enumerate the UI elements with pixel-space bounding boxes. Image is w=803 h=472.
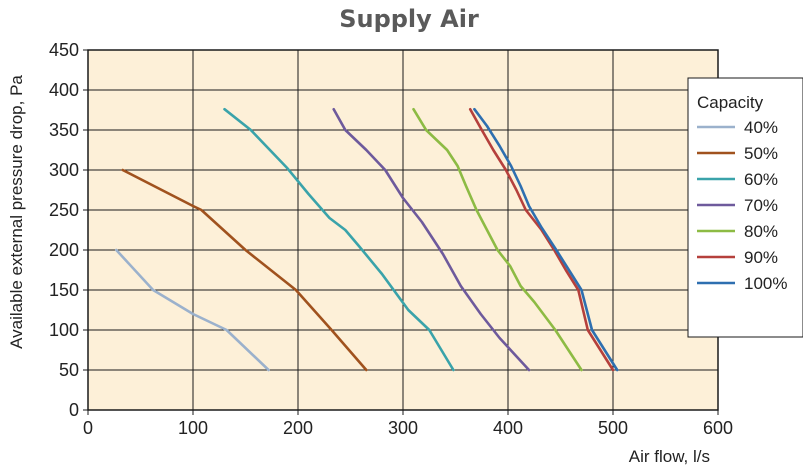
- y-tick-label: 0: [69, 400, 79, 420]
- x-tick-label: 500: [598, 418, 628, 438]
- y-tick-label: 350: [49, 120, 79, 140]
- y-tick-label: 250: [49, 200, 79, 220]
- legend-entry: 100%: [744, 274, 787, 293]
- series-lines: [115, 107, 619, 372]
- y-axis-label: Available external pressure drop, Pa: [7, 75, 26, 349]
- x-tick-label: 600: [703, 418, 733, 438]
- y-tick-label: 100: [49, 320, 79, 340]
- grid-lines: [88, 50, 718, 410]
- series-line-60-pct: [223, 107, 455, 372]
- series-line-50-pct: [121, 168, 368, 372]
- series-line-90-pct: [468, 107, 615, 372]
- legend-entry: 60%: [744, 170, 778, 189]
- series-line-70-pct: [332, 107, 531, 372]
- y-tick-label: 150: [49, 280, 79, 300]
- x-tick-label: 100: [178, 418, 208, 438]
- legend: Capacity 40% 50% 60% 70% 80% 90% 100%: [687, 77, 803, 338]
- y-tick-label: 450: [49, 40, 79, 60]
- series-line-100-pct: [473, 107, 619, 372]
- x-tick-label: 300: [388, 418, 418, 438]
- legend-entry: 90%: [744, 248, 778, 267]
- y-tick-label: 200: [49, 240, 79, 260]
- x-tick-label: 200: [283, 418, 313, 438]
- legend-box: [687, 77, 803, 338]
- chart-title: Supply Air: [339, 5, 479, 33]
- x-tick-label: 0: [83, 418, 93, 438]
- legend-title: Capacity: [697, 93, 764, 112]
- x-axis-label: Air flow, l/s: [629, 447, 710, 466]
- x-tick-label: 400: [493, 418, 523, 438]
- series-line-40-pct: [115, 248, 270, 372]
- legend-entry: 40%: [744, 118, 778, 137]
- y-tick-label: 300: [49, 160, 79, 180]
- legend-entry: 50%: [744, 144, 778, 163]
- legend-entry: 80%: [744, 222, 778, 241]
- axis-ticks: 0 100 200 300 400 500 600 0 50 100 150 200 250 300 350…: [49, 40, 733, 438]
- y-tick-label: 400: [49, 80, 79, 100]
- y-tick-label: 50: [59, 360, 79, 380]
- series-line-80-pct: [412, 107, 583, 372]
- legend-entry: 70%: [744, 196, 778, 215]
